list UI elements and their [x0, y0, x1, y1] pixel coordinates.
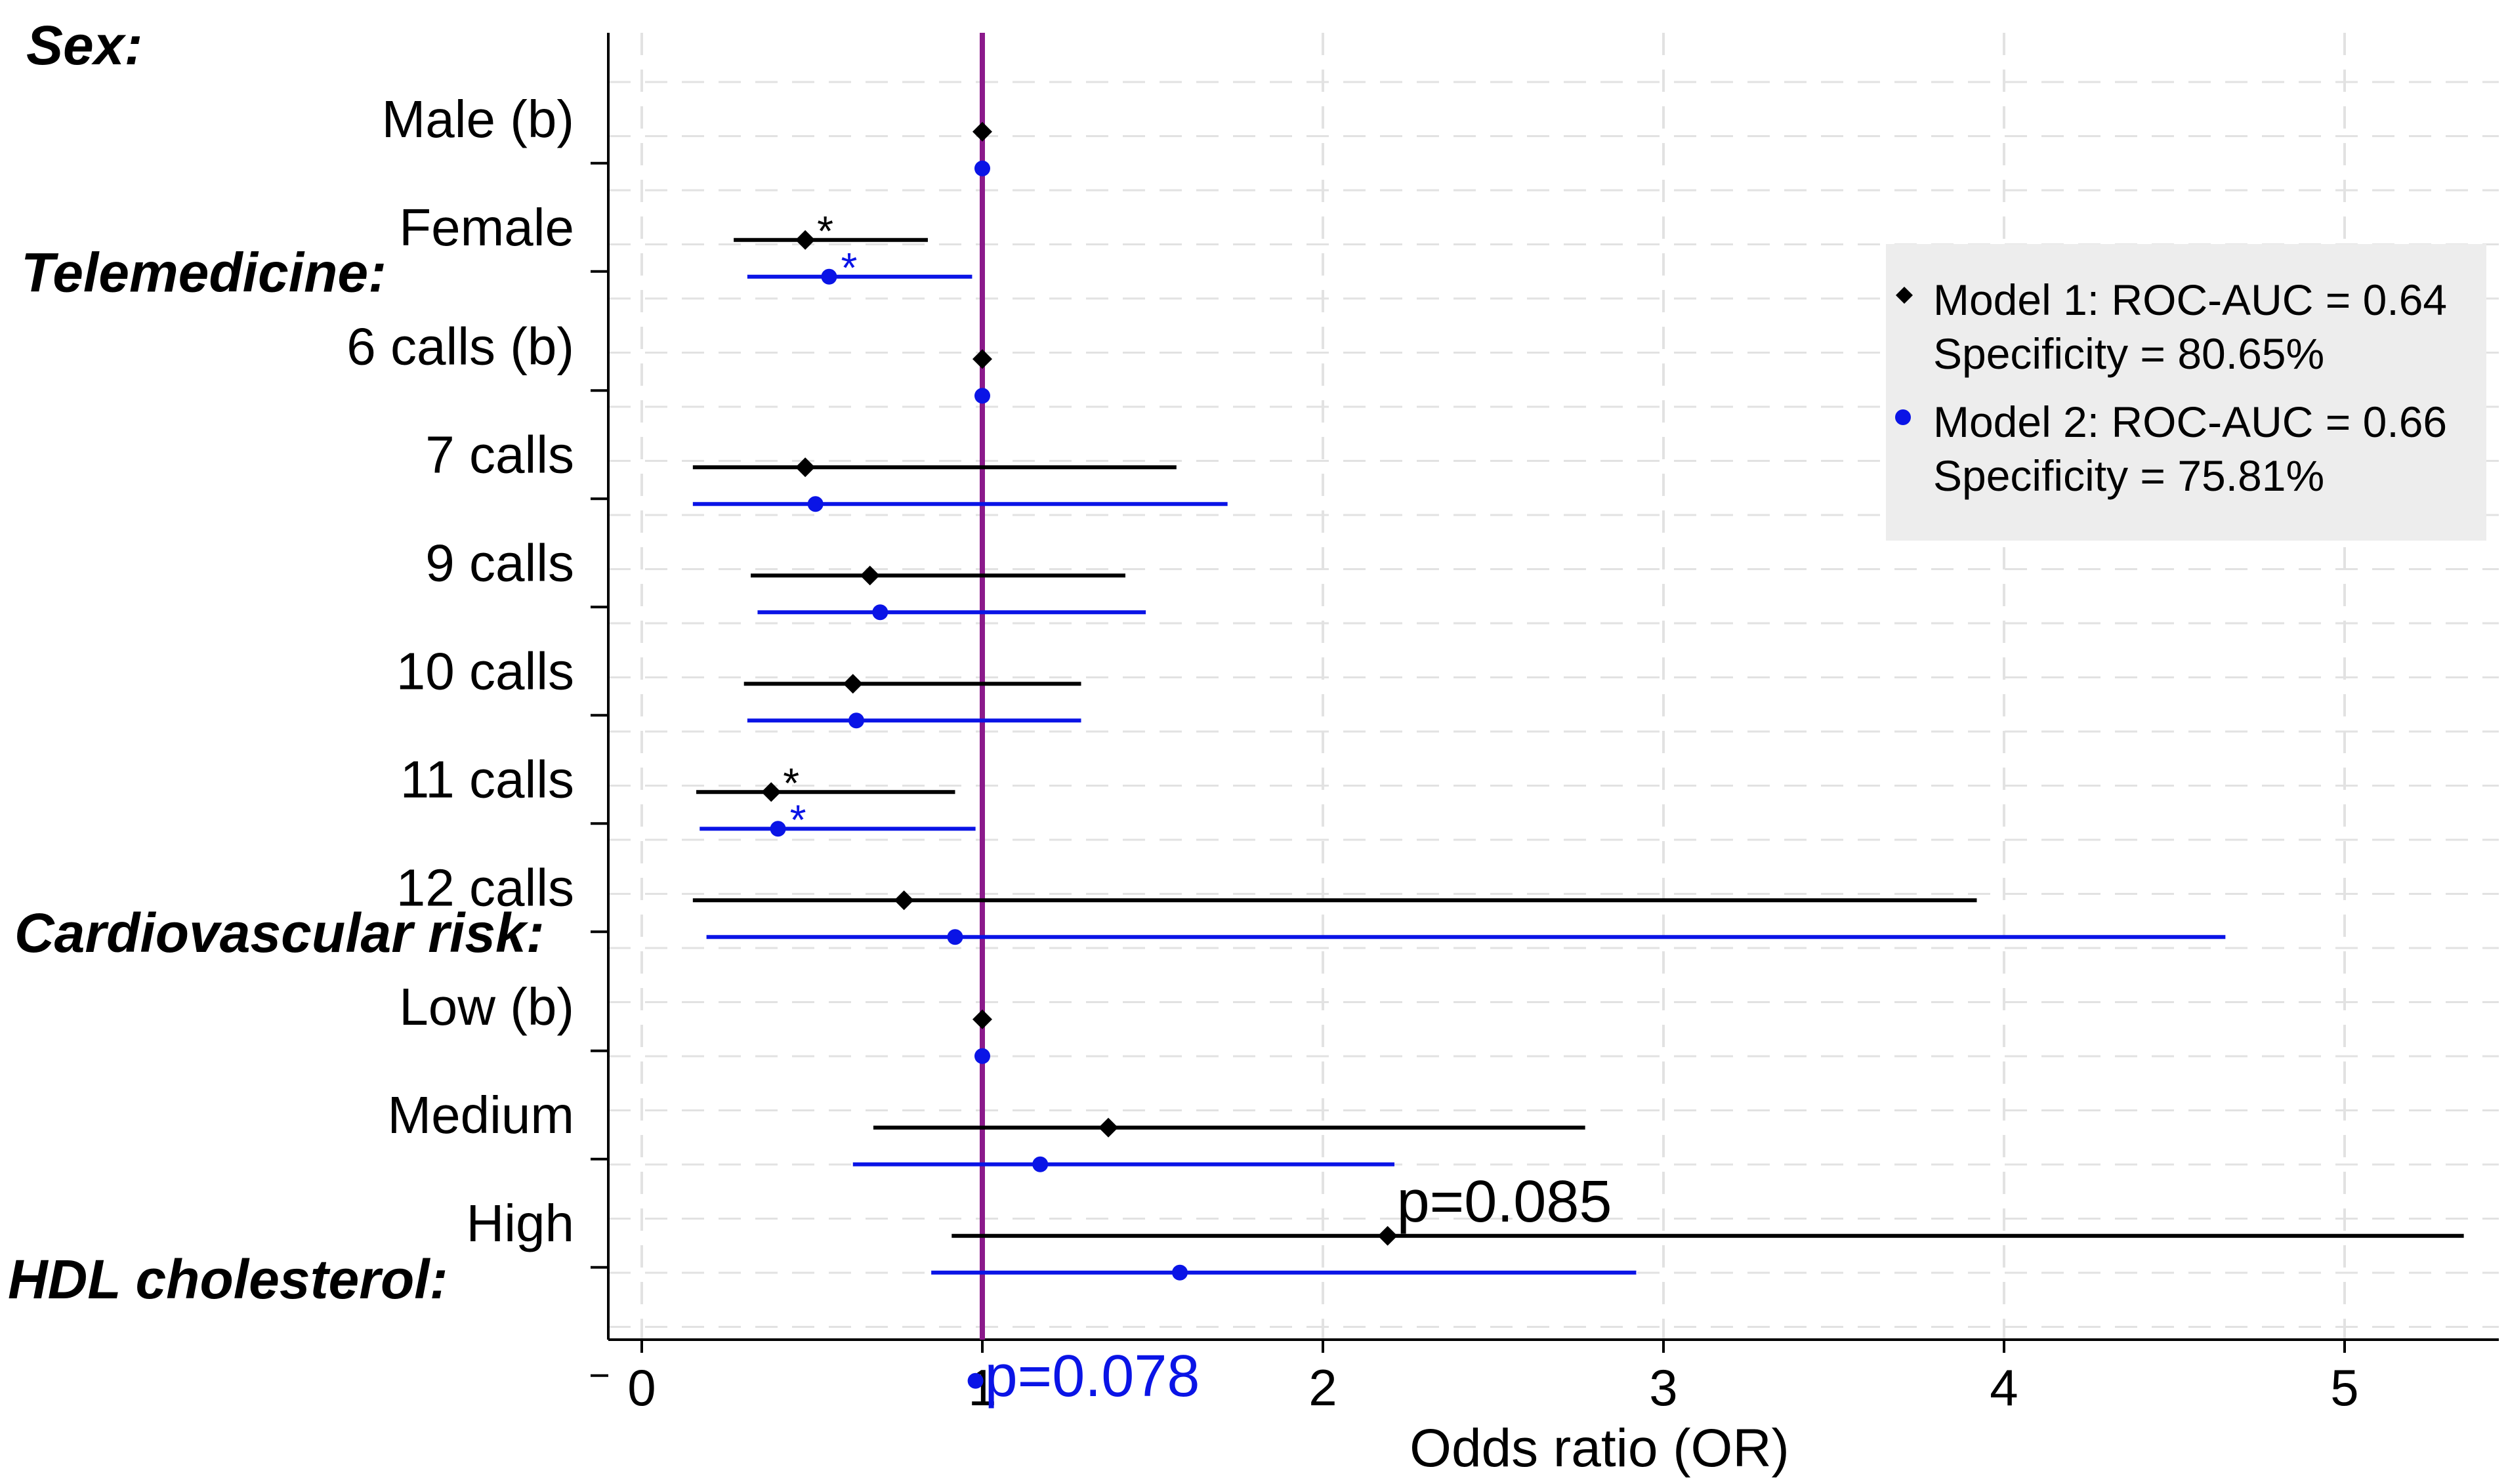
model2-point [807, 496, 824, 512]
row-label: 12 calls [396, 858, 574, 917]
x-tick-label: 0 [627, 1359, 656, 1416]
x-tick-label: 2 [1308, 1359, 1337, 1416]
x-tick-label: 5 [2330, 1359, 2358, 1416]
x-axis-title: Odds ratio (OR) [1410, 1418, 1789, 1478]
legend-label: Model 2: ROC-AUC = 0.66 [1933, 398, 2447, 446]
model2-point [974, 1048, 990, 1064]
model2-point [1032, 1156, 1049, 1172]
m2-p-value: p=0.078 [985, 1344, 1200, 1409]
model1-point [972, 121, 992, 142]
m2-significance-mark: * [841, 244, 857, 291]
model1-point [972, 1009, 992, 1029]
model1-point [795, 230, 816, 250]
m2-significance-mark: * [790, 796, 806, 843]
legend-label: Model 1: ROC-AUC = 0.64 [1933, 276, 2447, 324]
model1-point [972, 349, 992, 369]
model2-point [974, 160, 990, 176]
model1-point [1098, 1117, 1119, 1138]
model2-point [872, 604, 888, 621]
model1-point [860, 566, 880, 586]
model2-point [1172, 1264, 1188, 1281]
legend: Model 1: ROC-AUC = 0.64 Specificity = 80.… [1886, 244, 2486, 541]
m1-significance-mark: * [817, 207, 833, 255]
group-header: Cardiovascular risk: [14, 902, 545, 964]
row-label: Female [399, 198, 574, 257]
model1-point [795, 457, 816, 478]
model1-point [1377, 1226, 1398, 1246]
m1-p-value: p=0.085 [1397, 1169, 1612, 1235]
group-header: Sex: [26, 14, 142, 76]
row-label: 10 calls [396, 642, 574, 700]
model2-point [967, 1372, 984, 1389]
row-label: Male (b) [382, 90, 574, 148]
model2-point [848, 712, 864, 729]
group-header: HDL cholesterol: [8, 1248, 448, 1310]
model2-point [947, 929, 963, 945]
row-labels: Male (b) Female 6 calls (b) 7 calls 9 calls 1… [346, 90, 608, 1377]
x-tick-label: 4 [1990, 1359, 2018, 1416]
model2-point [974, 388, 990, 404]
plot-frame [607, 33, 2499, 1341]
model1-point [761, 782, 782, 802]
legend-diamond-marker [1896, 287, 1913, 304]
row-label: 11 calls [400, 750, 574, 808]
group-header: Telemedicine: [21, 242, 387, 304]
model2-point [821, 268, 837, 285]
row-label: 9 calls [425, 533, 574, 592]
row-label: 7 calls [425, 425, 574, 484]
row-label: Medium [387, 1086, 574, 1144]
model1-point [894, 890, 914, 911]
row-label: 6 calls (b) [346, 317, 574, 375]
legend-box [1886, 244, 2486, 541]
legend-dot-marker [1895, 409, 1911, 425]
row-label: Low (b) [399, 978, 574, 1036]
m1-significance-mark: * [783, 759, 799, 806]
x-tick-label: 3 [1649, 1359, 1677, 1416]
legend-label: Specificity = 80.65% [1933, 329, 2324, 378]
legend-label: Specificity = 75.81% [1933, 451, 2324, 500]
model1-point [843, 674, 863, 694]
row-label: High [466, 1194, 574, 1252]
group-headers: Sex: Telemedicine: Cardiovascular risk: HDL… [8, 14, 545, 1310]
model2-point [770, 821, 786, 837]
